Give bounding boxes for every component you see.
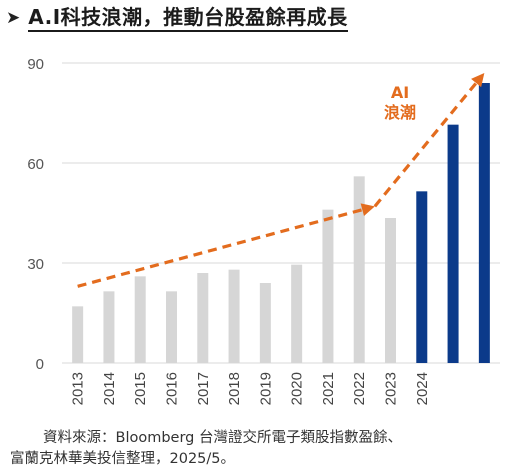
bar-2013 <box>72 306 84 363</box>
annotation-line-1: 浪潮 <box>384 103 416 122</box>
bar-2020 <box>291 264 303 363</box>
x-tick-2022: 2022 <box>351 372 368 405</box>
x-tick-2018: 2018 <box>226 372 243 405</box>
arrowhead-icon <box>360 203 375 216</box>
annotation-line-0: AI <box>391 83 409 102</box>
trend-arrows <box>77 73 485 288</box>
bar-2018 <box>228 269 240 363</box>
y-tick-90: 90 <box>27 56 44 73</box>
arrowhead-icon <box>471 73 485 88</box>
source-line-1: 資料來源：Bloomberg 台灣證交所電子類股指數盈餘、 <box>43 430 402 446</box>
title-row: ➤ A.I科技浪潮，推動台股盈餘再成長 <box>6 4 348 32</box>
x-axis-ticks: 2013 2014 2015 2016 2017 2018 2019 2020 2021 2022… <box>70 372 431 405</box>
bar-extra-13 <box>478 83 490 363</box>
y-tick-30: 30 <box>27 256 44 273</box>
x-tick-2013: 2013 <box>70 372 87 405</box>
x-tick-2023: 2023 <box>383 372 400 405</box>
earnings-bar-chart: 0 30 60 90 2013 2014 2015 2016 2017 2018 2019 2020… <box>27 56 500 405</box>
bar-2014 <box>103 291 115 363</box>
x-tick-2016: 2016 <box>164 372 181 405</box>
bar-2021 <box>322 209 334 363</box>
x-tick-2024: 2024 <box>414 372 431 405</box>
bar-2022 <box>353 176 365 363</box>
x-tick-2020: 2020 <box>289 372 306 405</box>
bars <box>72 83 490 364</box>
x-tick-2015: 2015 <box>132 372 149 405</box>
bar-extra-12 <box>447 124 459 364</box>
bar-2024 <box>416 191 428 363</box>
x-tick-2021: 2021 <box>320 372 337 405</box>
page-title: A.I科技浪潮，推動台股盈餘再成長 <box>28 5 348 32</box>
bar-2023 <box>385 218 396 363</box>
bar-2016 <box>166 291 177 363</box>
x-tick-2014: 2014 <box>101 372 118 405</box>
trend-line-1 <box>373 82 478 208</box>
source-line-2: 富蘭克林華美投信整理，2025/5。 <box>10 451 236 467</box>
y-tick-0: 0 <box>36 356 44 373</box>
x-tick-2017: 2017 <box>195 372 212 405</box>
y-axis-ticks: 0 30 60 90 <box>27 56 44 373</box>
grid-lines <box>62 62 500 364</box>
arrow-bullet-icon: ➤ <box>6 8 21 28</box>
bar-2017 <box>197 273 209 363</box>
bar-2019 <box>259 283 271 363</box>
bar-2015 <box>134 276 146 363</box>
trend-line-0 <box>77 208 363 288</box>
y-tick-60: 60 <box>27 156 44 173</box>
x-tick-2019: 2019 <box>257 372 274 405</box>
source-note: 資料來源：Bloomberg 台灣證交所電子類股指數盈餘、 富蘭克林華美投信整理… <box>10 428 510 470</box>
